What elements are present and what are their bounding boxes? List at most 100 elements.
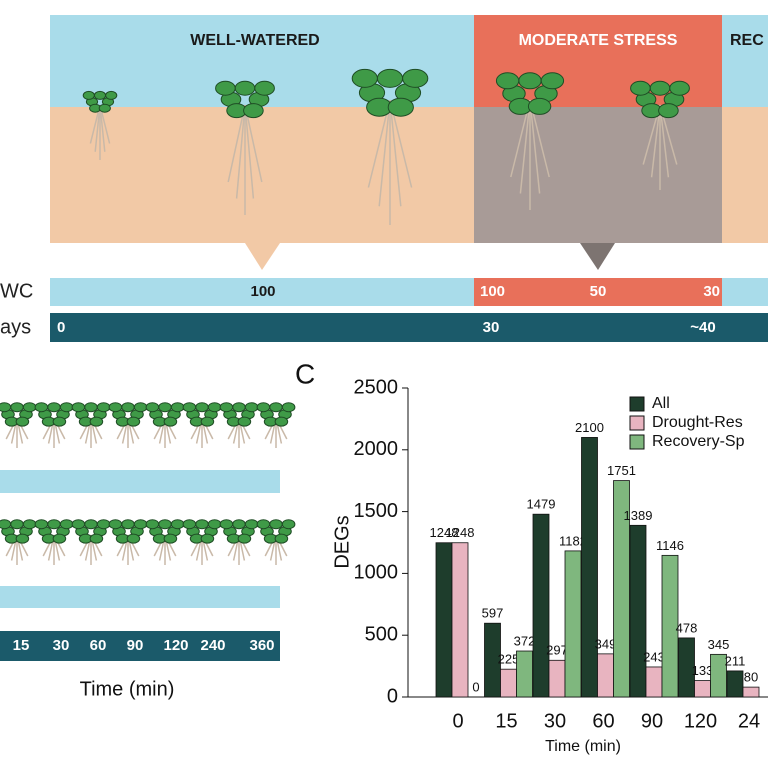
leaf — [158, 402, 172, 413]
leaf — [232, 519, 246, 530]
axis-label: Time (min) — [80, 678, 175, 700]
value-label: 1479 — [527, 497, 556, 512]
root — [650, 104, 661, 178]
legend-swatch — [629, 434, 645, 450]
leaf — [52, 533, 67, 544]
leaf — [195, 402, 209, 413]
x-tick-label: 0 — [452, 710, 463, 732]
y-axis-title: DEGs — [331, 515, 353, 568]
leaf — [84, 519, 98, 530]
leaf — [0, 519, 12, 530]
leaf — [243, 103, 264, 119]
root — [519, 99, 531, 194]
bar — [484, 622, 501, 698]
leaf — [59, 402, 74, 413]
leaf — [47, 519, 61, 530]
time-label: 90 — [127, 637, 144, 654]
y-tick-label: 1500 — [354, 500, 399, 522]
pointer — [245, 243, 280, 270]
bar — [500, 668, 517, 698]
time-strip — [0, 631, 280, 661]
bar — [564, 550, 582, 698]
phase-label: MODERATE STRESS — [519, 32, 678, 49]
legend-label: Recovery-Sp — [652, 433, 745, 450]
value-label: 349 — [595, 636, 617, 651]
swc-value: 50 — [590, 283, 607, 300]
day-value: 30 — [483, 319, 500, 336]
leaf — [108, 519, 123, 530]
leaf — [200, 533, 215, 544]
y-tick-label: 2000 — [354, 438, 399, 460]
phase-label: WELL-WATERED — [190, 32, 319, 49]
leaf — [89, 533, 104, 544]
leaf — [274, 533, 289, 544]
leaf — [163, 416, 178, 427]
swc-value: 100 — [250, 283, 275, 300]
leaf — [234, 80, 256, 96]
leaf — [96, 519, 111, 530]
leaf — [163, 533, 178, 544]
value-label: 2100 — [575, 420, 604, 435]
bar — [694, 680, 711, 698]
x-tick-label: 24 — [738, 710, 760, 732]
value-label: 80 — [744, 670, 758, 685]
value-label: 297 — [546, 643, 568, 658]
bar — [581, 437, 598, 698]
leaf — [207, 519, 222, 530]
row-label: WC — [0, 280, 33, 302]
bar — [678, 637, 695, 698]
root — [389, 99, 402, 207]
leaf — [237, 416, 252, 427]
legend-label: All — [652, 395, 670, 412]
leaf — [281, 402, 296, 413]
leaf — [34, 519, 49, 530]
bar — [726, 670, 744, 698]
leaf — [98, 103, 111, 113]
value-label: 1146 — [656, 538, 684, 553]
leaf — [158, 519, 172, 530]
leaf — [105, 90, 118, 100]
bar — [661, 554, 679, 698]
leaf — [649, 80, 671, 96]
x-tick-label: 90 — [641, 710, 663, 732]
leaf — [281, 519, 296, 530]
phase-label: REC — [730, 32, 764, 49]
legend-swatch — [629, 396, 645, 412]
leaf — [669, 80, 690, 96]
value-label: 478 — [676, 620, 698, 635]
leaf — [34, 402, 49, 413]
leaf — [182, 402, 197, 413]
leaf — [22, 519, 37, 530]
leaf — [200, 416, 215, 427]
leaf — [237, 533, 252, 544]
condition-bar — [0, 470, 280, 493]
leaf — [351, 68, 378, 88]
time-label: 15 — [13, 637, 30, 654]
bar — [629, 524, 647, 698]
leaf — [527, 97, 552, 115]
y-tick-label: 2500 — [354, 376, 399, 398]
leaf — [402, 68, 429, 88]
leaf — [121, 402, 135, 413]
bar — [532, 513, 550, 698]
y-tick-label: 0 — [387, 685, 398, 707]
leaf — [93, 90, 107, 100]
root — [244, 104, 255, 199]
leaf — [133, 402, 148, 413]
leaf — [540, 72, 565, 90]
leaf — [96, 402, 111, 413]
leaf — [126, 416, 141, 427]
leaf — [182, 519, 197, 530]
leaf — [215, 80, 236, 96]
leaf — [59, 519, 74, 530]
value-label: 1248 — [446, 525, 475, 540]
value-label: 225 — [498, 652, 520, 667]
panel-label: C — [295, 358, 315, 389]
bar — [613, 480, 630, 698]
leaf — [52, 416, 67, 427]
bar — [742, 686, 760, 698]
root — [659, 104, 670, 178]
root — [529, 99, 541, 194]
time-label: 60 — [90, 637, 107, 654]
leaf — [71, 519, 86, 530]
